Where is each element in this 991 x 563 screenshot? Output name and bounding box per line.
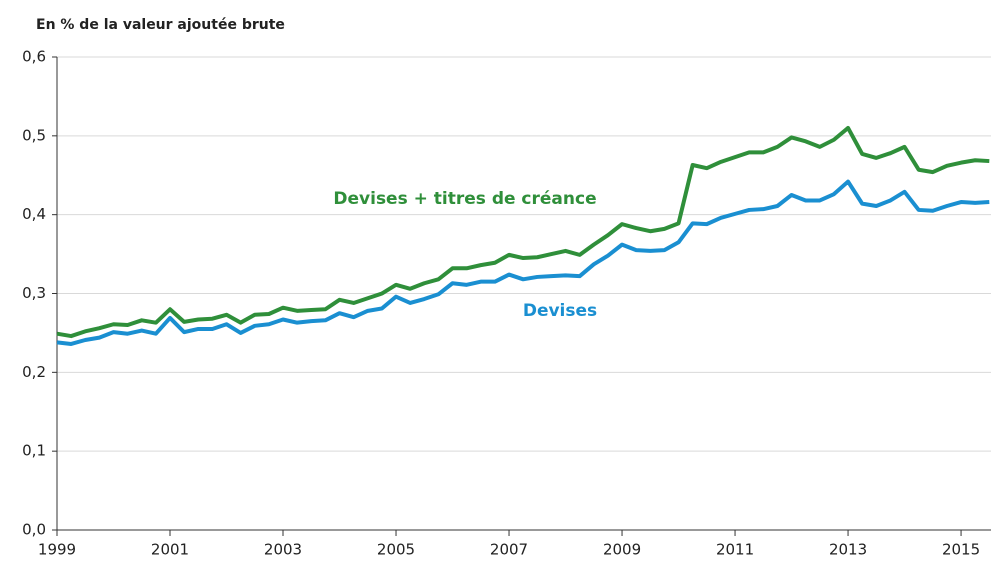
plot <box>56 125 990 346</box>
series-line <box>56 179 990 346</box>
x-tick-label: 2009 <box>603 541 641 559</box>
y-tick-label: 0,0 <box>22 521 46 539</box>
x-tick-label: 2007 <box>490 541 528 559</box>
y-tick-label: 0,5 <box>22 126 46 144</box>
x-tick-label: 2011 <box>716 541 754 559</box>
x-tick-label: 2005 <box>377 541 415 559</box>
y-tick-label: 0,2 <box>22 363 46 381</box>
y-tick-label: 0,1 <box>22 442 46 460</box>
series-line <box>56 125 990 339</box>
x-tick-label: 1999 <box>38 541 76 559</box>
series-label: Devises <box>523 301 597 321</box>
x-tick-label: 2001 <box>151 541 189 559</box>
y-tick-label: 0,6 <box>22 48 46 66</box>
grid <box>52 56 991 536</box>
x-tick-label: 2015 <box>942 541 980 559</box>
y-axis-label: En % de la valeur ajoutée brute <box>36 17 285 33</box>
x-tick-label: 2003 <box>264 541 302 559</box>
x-tick-label: 2013 <box>829 541 867 559</box>
y-tick-label: 0,3 <box>22 284 46 302</box>
series-label: Devises + titres de créance <box>333 189 596 209</box>
y-tick-label: 0,4 <box>22 205 46 223</box>
